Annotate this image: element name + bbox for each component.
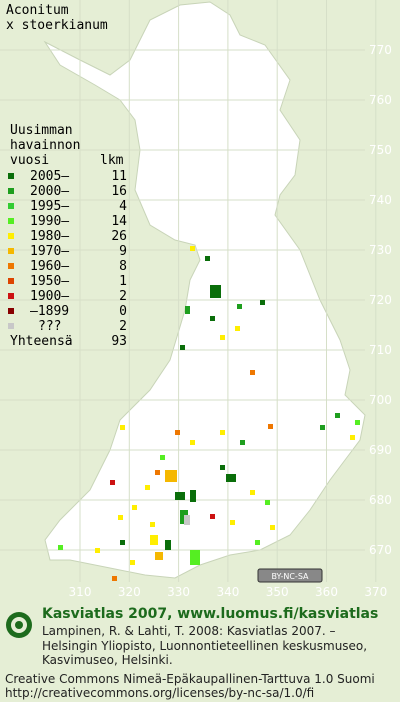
legend-swatch	[8, 293, 14, 299]
x-grid-label: 360	[315, 585, 338, 599]
citation: Lampinen, R. & Lahti, T. 2008: Kasviatla…	[42, 624, 336, 638]
legend-label: 1900–	[30, 289, 69, 304]
x-grid-label: 320	[118, 585, 141, 599]
x-grid-label: 330	[167, 585, 190, 599]
total-label: Yhteensä	[10, 334, 73, 349]
legend-swatch	[8, 203, 14, 209]
legend-label: 1970–	[30, 244, 69, 259]
legend-label: 2005–	[30, 169, 69, 184]
legend-count-heading: lkm	[100, 153, 124, 168]
y-grid-label: 760	[369, 93, 392, 107]
legend-count: 16	[111, 184, 127, 199]
logo	[6, 612, 32, 638]
y-grid-label: 710	[369, 343, 392, 357]
legend-heading: havainnon	[10, 138, 80, 153]
legend-swatch	[8, 323, 14, 329]
legend-swatch	[8, 188, 14, 194]
title-line: x stoerkianum	[6, 18, 108, 33]
y-grid-label: 700	[369, 393, 392, 407]
legend-count: 2	[119, 319, 127, 334]
y-grid-label: 670	[369, 543, 392, 557]
x-grid-label: 310	[69, 585, 92, 599]
license-badge	[257, 568, 323, 583]
legend-label: 1950–	[30, 274, 69, 289]
legend-label: 1960–	[30, 259, 69, 274]
x-grid-label: 370	[364, 585, 387, 599]
legend-count: 4	[119, 199, 127, 214]
legend-count: 14	[111, 214, 127, 229]
legend-label: 1980–	[30, 229, 69, 244]
y-grid-label: 740	[369, 193, 392, 207]
legend-label: –1899	[30, 304, 69, 319]
license-text: http://creativecommons.org/licenses/by-n…	[5, 686, 314, 700]
legend-swatch	[8, 308, 14, 314]
legend-swatch	[8, 173, 14, 179]
legend-count: 11	[111, 169, 127, 184]
x-grid-label: 340	[216, 585, 239, 599]
legend-swatch	[8, 263, 14, 269]
grid-labels: 770 760 750 740 730 720 710 700 690 680 670 310 320 3…	[69, 43, 392, 599]
total-count: 93	[111, 334, 127, 349]
title-line: Aconitum	[6, 3, 69, 18]
observation-squares	[58, 246, 360, 581]
legend-swatch	[8, 278, 14, 284]
legend-heading: Uusimman	[10, 123, 73, 138]
license-text: Creative Commons Nimeä-Epäkaupallinen-Ta…	[5, 672, 375, 686]
y-grid-label: 720	[369, 293, 392, 307]
legend-count: 9	[119, 244, 127, 259]
legend-swatch	[8, 218, 14, 224]
footer-heading: Kasviatlas 2007, www.luomus.fi/kasviatla…	[42, 606, 378, 622]
legend-swatch	[8, 248, 14, 254]
legend-label: 2000–	[30, 184, 69, 199]
finland-outline	[43, 1, 366, 579]
legend-label: 1990–	[30, 214, 69, 229]
citation: Kasvimuseo, Helsinki.	[42, 653, 173, 667]
y-grid-label: 750	[369, 143, 392, 157]
legend-count: 0	[119, 304, 127, 319]
y-grid-label: 680	[369, 493, 392, 507]
y-grid-label: 730	[369, 243, 392, 257]
legend-count: 1	[119, 274, 127, 289]
legend-swatch	[8, 233, 14, 239]
legend-heading: vuosi	[10, 153, 49, 168]
y-grid-label: 770	[369, 43, 392, 57]
license-badge-text: BY-NC-SA	[271, 572, 309, 581]
legend-count: 8	[119, 259, 127, 274]
y-grid-label: 690	[369, 443, 392, 457]
x-grid-label: 350	[266, 585, 289, 599]
legend-label: ???	[38, 319, 61, 334]
legend-label: 1995–	[30, 199, 69, 214]
legend-count: 26	[111, 229, 127, 244]
citation: Helsingin Yliopisto, Luonnontieteellinen…	[42, 639, 367, 653]
legend-count: 2	[119, 289, 127, 304]
